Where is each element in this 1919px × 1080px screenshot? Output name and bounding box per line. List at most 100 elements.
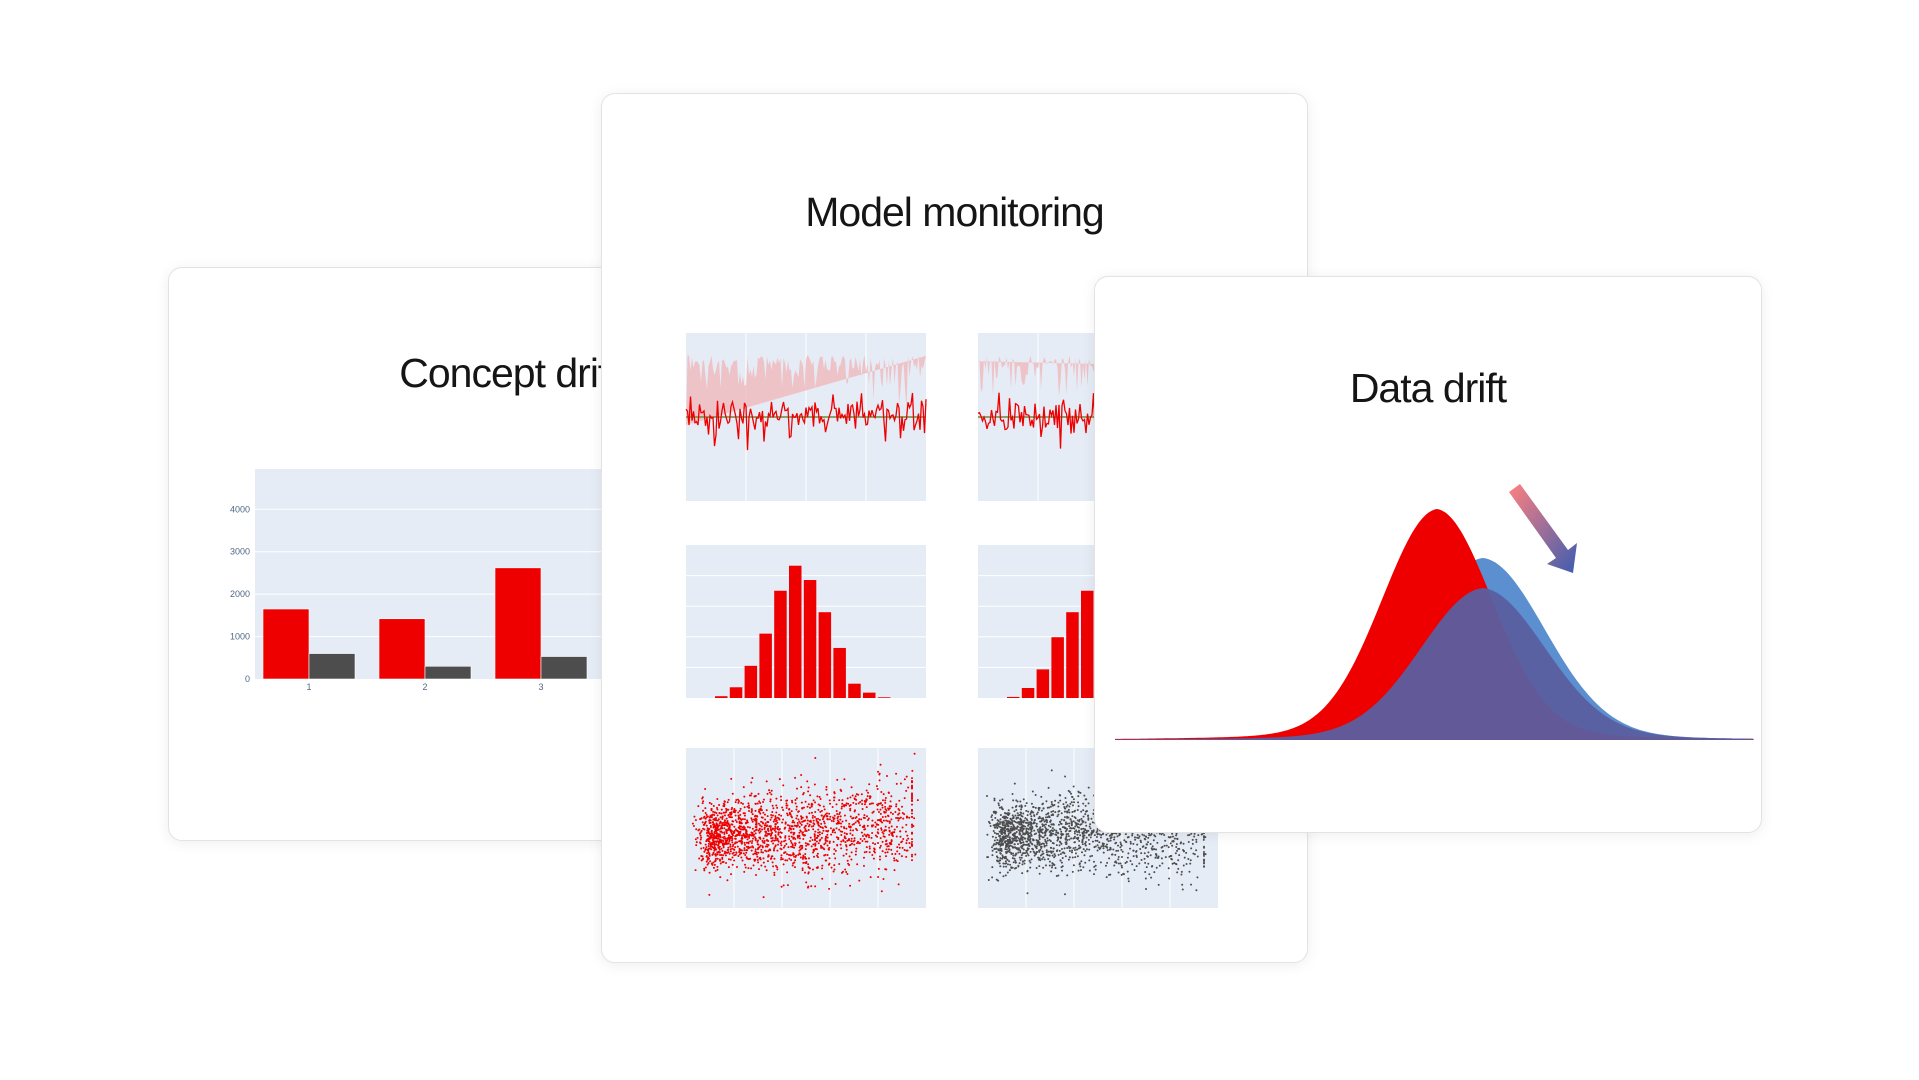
scatter-point [738, 850, 741, 853]
scatter-point [1181, 888, 1184, 891]
scatter-point [878, 855, 881, 858]
scatter-point [1127, 852, 1130, 855]
scatter-point [1182, 864, 1185, 867]
scatter-point [1175, 846, 1178, 849]
scatter-point [1095, 835, 1098, 838]
scatter-point [1147, 851, 1150, 854]
scatter-point [1126, 856, 1129, 859]
scatter-point [1187, 840, 1190, 843]
scatter-point [893, 831, 896, 834]
scatter-point [1068, 850, 1071, 853]
scatter-point [916, 799, 919, 802]
scatter-point [1027, 844, 1030, 847]
scatter-point [1054, 811, 1057, 814]
scatter-point [839, 822, 842, 825]
scatter-point [716, 814, 719, 817]
scatter-point [707, 856, 710, 859]
scatter-point [774, 837, 777, 840]
scatter-point [853, 843, 856, 846]
scatter-point [1004, 860, 1007, 863]
scatter-point [880, 790, 883, 793]
scatter-point [1052, 823, 1055, 826]
scatter-point [782, 884, 785, 887]
scatter-point [790, 816, 793, 819]
scatter-point [757, 810, 760, 813]
scatter-point [850, 786, 853, 789]
scatter-point [850, 858, 853, 861]
scatter-point [871, 854, 874, 857]
scatter-point [1071, 804, 1074, 807]
scatter-point [761, 821, 764, 824]
bar [494, 567, 542, 680]
scatter-point [808, 812, 811, 815]
scatter-point [1096, 844, 1099, 847]
scatter-point [761, 816, 764, 819]
scatter-point [726, 801, 729, 804]
scatter-point [1185, 851, 1188, 854]
scatter-point [1046, 853, 1049, 856]
scatter-point [1051, 854, 1054, 857]
reference-distribution [1115, 509, 1754, 740]
scatter-point [1031, 811, 1034, 814]
histogram-bar [877, 697, 891, 698]
scatter-point [849, 807, 852, 810]
scatter-point [828, 840, 831, 843]
scatter-point [839, 815, 842, 818]
scatter-point [1084, 861, 1087, 864]
scatter-point [1091, 840, 1094, 843]
scatter-point [807, 857, 810, 860]
model-monitoring-title: Model monitoring [805, 189, 1105, 235]
scatter-point [999, 799, 1002, 802]
scatter-point [1025, 829, 1028, 832]
scatter-point [1075, 822, 1078, 825]
scatter-point [776, 866, 779, 869]
scatter-point [720, 824, 723, 827]
scatter-point [732, 830, 735, 833]
scatter-point [881, 816, 884, 819]
scatter-point [718, 858, 721, 861]
scatter-point [877, 828, 880, 831]
scatter-point [900, 841, 903, 844]
scatter-point [1074, 825, 1077, 828]
scatter-point [735, 851, 738, 854]
scatter-point [1089, 855, 1092, 858]
scatter-point [734, 801, 737, 804]
scatter-point [808, 867, 811, 870]
scatter-point [890, 818, 893, 821]
scatter-point [758, 845, 761, 848]
scatter-point [1054, 799, 1057, 802]
scatter-point [841, 830, 844, 833]
scatter-point [1027, 848, 1030, 851]
scatter-point [1079, 846, 1082, 849]
scatter-point [728, 827, 731, 830]
scatter-point [766, 845, 769, 848]
scatter-point [1160, 846, 1163, 849]
scatter-point [1096, 839, 1099, 842]
scatter-point [1021, 852, 1024, 855]
scatter-point [738, 822, 741, 825]
scatter-point [1170, 858, 1173, 861]
scatter-point [1146, 855, 1149, 858]
scatter-point [852, 801, 855, 804]
scatter-point [1049, 805, 1052, 808]
scatter-point [877, 876, 880, 879]
scatter-point [854, 795, 857, 798]
scatter-point [761, 846, 764, 849]
scatter-point [849, 804, 852, 807]
histogram-bar [803, 580, 817, 698]
scatter-point [1037, 809, 1040, 812]
scatter-point [737, 798, 740, 801]
scatter-point [746, 826, 749, 829]
scatter-point [769, 857, 772, 860]
scatter-point [764, 865, 767, 868]
scatter-point [1006, 871, 1009, 874]
scatter-point [700, 836, 703, 839]
scatter-point [1117, 849, 1120, 852]
scatter-point [1042, 817, 1045, 820]
scatter-point [1085, 848, 1088, 851]
scatter-point [1167, 836, 1170, 839]
scatter-point [874, 825, 877, 828]
scatter-point [1057, 836, 1060, 839]
scatter-point [726, 849, 729, 852]
scatter-point [808, 823, 811, 826]
